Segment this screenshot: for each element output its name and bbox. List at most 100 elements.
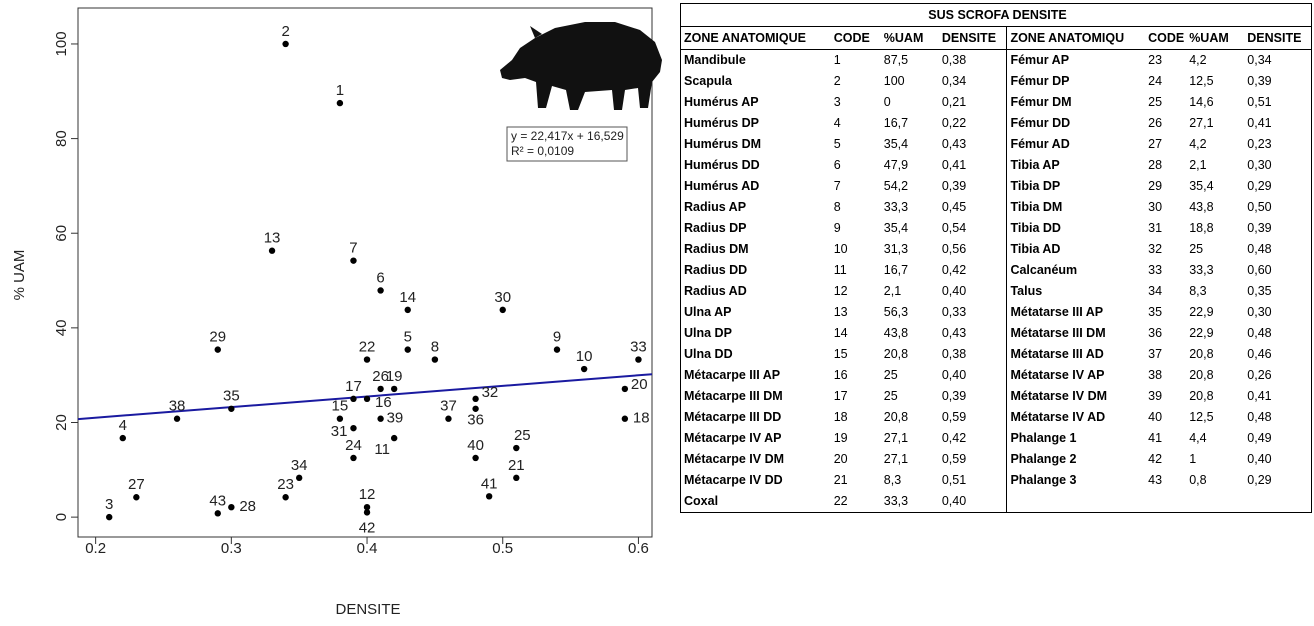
table-cell: Radius DM: [684, 242, 749, 256]
table-title: SUS SCROFA DENSITE: [680, 3, 1312, 27]
point: [485, 493, 493, 500]
table-cell: Phalange 1: [1006, 428, 1146, 449]
table-cell: Métacarpe IV DM: [684, 452, 785, 466]
point: [580, 365, 588, 373]
table-row: Radius DP 9 35,4 0,54 Tibia DD 31 18,8 0,39: [681, 218, 1312, 239]
table-cell: 2,1: [883, 284, 902, 298]
table-cell: 4,4: [1189, 431, 1207, 445]
point-label: 4: [119, 417, 127, 434]
table-cell: Fémur DD: [1006, 113, 1146, 134]
table-cell: 0,51: [1247, 95, 1272, 109]
point-label: 29: [209, 329, 226, 346]
table-cell: 0,38: [941, 347, 967, 361]
table-cell: 0,39: [1247, 221, 1272, 235]
table-row: Métacarpe IV DD 21 8,3 0,51 Phalange 3 43 0,8 0…: [681, 470, 1312, 491]
table-cell: Fémur DP: [1006, 71, 1146, 92]
table-cell: 0,42: [941, 263, 967, 277]
table-cell: 12,5: [1189, 410, 1214, 424]
header-row: ZONE ANATOMIQUE CODE %UAM DENSITE ZONE ANATO…: [680, 26, 1312, 50]
table-row: Humérus AD 7 54,2 0,39 Tibia DP 29 35,4 0,29: [681, 176, 1312, 197]
y-tick-label: 40: [53, 320, 70, 337]
table-cell: Tibia AD: [1006, 239, 1146, 260]
point: [363, 503, 371, 511]
table-cell: 41: [1148, 431, 1163, 445]
table-cell: 0,23: [1247, 137, 1272, 151]
table-cell: 0: [883, 95, 891, 109]
table-cell: Métacarpe IV AP: [684, 431, 782, 445]
table-cell: 43,8: [883, 326, 909, 340]
table-cell: 0,48: [1247, 326, 1272, 340]
table-row: Radius AD 12 2,1 0,40 Talus 34 8,3 0,35: [681, 281, 1312, 302]
point-label: 27: [128, 476, 145, 493]
table-cell: 33,3: [1189, 263, 1214, 277]
table-cell: 36: [1148, 326, 1163, 340]
table-cell: 0,41: [1247, 389, 1272, 403]
table-cell: Métatarse IV AP: [1006, 365, 1146, 386]
table-cell: Fémur AD: [1006, 134, 1146, 155]
point-label: 13: [264, 230, 281, 247]
point: [635, 356, 642, 363]
trendline-equation: y = 22,417x + 16,529: [511, 129, 624, 143]
table-row: Coxal 22 33,3 0,40: [681, 491, 1312, 513]
table-cell: 0,48: [1247, 410, 1272, 424]
table-cell: 0,41: [941, 158, 967, 172]
table-cell: 0,39: [1247, 74, 1272, 88]
point-label: 31: [331, 423, 348, 440]
table-cell: 17: [833, 389, 848, 403]
table-cell: Métacarpe III DD: [684, 410, 782, 424]
table-row: Ulna DD 15 20,8 0,38 Métatarse III AD 37 20,8 0…: [681, 344, 1312, 365]
point: [363, 509, 371, 516]
table-cell: 0,8: [1189, 473, 1207, 487]
table-row: Métacarpe IV AP 19 27,1 0,42 Phalange 1 41 4,4…: [681, 428, 1312, 449]
point: [445, 415, 452, 422]
table-cell: 0,34: [941, 74, 967, 88]
y-tick-label: 80: [53, 130, 70, 147]
point-label: 36: [467, 412, 484, 429]
table-cell: 29: [1148, 179, 1163, 193]
table-cell: 0,48: [1247, 242, 1272, 256]
table-cell: 0,39: [941, 389, 967, 403]
point-label: 12: [359, 486, 376, 503]
column-header: CODE: [1145, 26, 1187, 50]
point-label: 40: [467, 437, 484, 454]
column-header: CODE: [830, 26, 881, 50]
x-tick-label: 0.2: [85, 540, 106, 557]
point: [336, 99, 344, 107]
table-cell: 33,3: [883, 494, 909, 508]
point-label: 14: [399, 289, 416, 306]
point-label: 18: [633, 410, 650, 427]
column-header: %UAM: [1186, 26, 1245, 50]
point: [350, 454, 357, 462]
point: [390, 385, 398, 393]
table-cell: 2: [833, 74, 841, 88]
table-cell: 54,2: [883, 179, 909, 193]
table-cell: 33: [1148, 263, 1163, 277]
table-cell: 20,8: [883, 410, 909, 424]
table-cell: 4: [833, 116, 841, 130]
point: [350, 395, 357, 403]
table-cell: 0,21: [941, 95, 967, 109]
x-axis-label: DENSITE: [335, 601, 400, 618]
table-cell: 12,5: [1189, 74, 1214, 88]
table-cell: 32: [1148, 242, 1163, 256]
point-label: 39: [387, 410, 404, 427]
table-cell: 25: [883, 368, 898, 382]
table-cell: 20,8: [1189, 389, 1214, 403]
table-cell: 10: [833, 242, 848, 256]
point-label: 17: [345, 378, 362, 395]
table-cell: 5: [833, 137, 841, 151]
table-cell: 0,29: [1247, 473, 1272, 487]
table-row: Radius AP 8 33,3 0,45 Tibia DM 30 43,8 0,50: [681, 197, 1312, 218]
point: [228, 503, 235, 511]
table-cell: 0,59: [941, 410, 967, 424]
r-squared: R² = 0,0109: [511, 144, 574, 158]
table-cell: 3: [833, 95, 841, 109]
table-cell: Humérus DM: [684, 137, 762, 151]
point-label: 7: [349, 240, 357, 257]
table-cell: 39: [1148, 389, 1163, 403]
table-cell: 1: [1189, 452, 1197, 466]
table-cell: 4,2: [1189, 53, 1207, 67]
table-row: Radius DM 10 31,3 0,56 Tibia AD 32 25 0,48: [681, 239, 1312, 260]
table-cell: 35,4: [883, 137, 909, 151]
table-cell: 0,51: [941, 473, 967, 487]
